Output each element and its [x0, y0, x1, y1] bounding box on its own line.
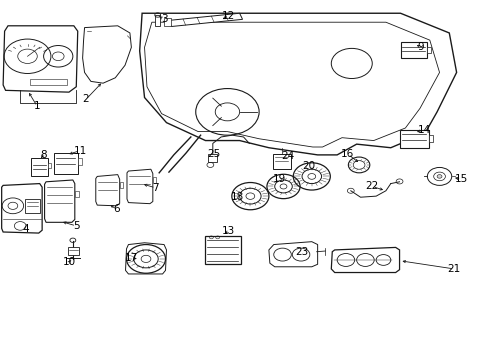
Text: 3: 3	[161, 14, 167, 24]
FancyBboxPatch shape	[399, 130, 428, 148]
FancyBboxPatch shape	[400, 42, 427, 58]
Text: 15: 15	[454, 174, 467, 184]
FancyBboxPatch shape	[75, 191, 79, 197]
Text: 7: 7	[152, 183, 159, 193]
Text: 16: 16	[341, 149, 354, 159]
Polygon shape	[96, 175, 120, 206]
Text: 8: 8	[40, 150, 46, 160]
Circle shape	[436, 175, 441, 178]
Polygon shape	[144, 22, 439, 147]
FancyBboxPatch shape	[207, 154, 216, 162]
Text: 9: 9	[417, 42, 424, 52]
FancyBboxPatch shape	[68, 247, 79, 255]
Polygon shape	[168, 13, 242, 27]
Polygon shape	[140, 13, 456, 155]
Text: 10: 10	[62, 257, 75, 267]
Text: 4: 4	[22, 225, 29, 234]
Polygon shape	[82, 26, 131, 83]
Text: 22: 22	[365, 181, 378, 192]
FancyBboxPatch shape	[30, 79, 66, 85]
FancyBboxPatch shape	[427, 46, 430, 53]
Text: 2: 2	[82, 94, 89, 104]
FancyBboxPatch shape	[205, 235, 240, 264]
Polygon shape	[1, 184, 42, 233]
Text: 17: 17	[124, 253, 138, 263]
FancyBboxPatch shape	[48, 163, 51, 168]
FancyBboxPatch shape	[272, 154, 291, 169]
FancyBboxPatch shape	[31, 158, 48, 176]
Text: 23: 23	[295, 247, 308, 257]
Polygon shape	[3, 26, 78, 92]
FancyBboxPatch shape	[163, 18, 171, 26]
Text: 12: 12	[222, 11, 235, 21]
Text: 1: 1	[34, 102, 41, 112]
Text: 20: 20	[302, 161, 315, 171]
Text: 5: 5	[73, 221, 80, 231]
Text: 13: 13	[222, 226, 235, 236]
Text: 24: 24	[280, 150, 293, 161]
Text: 11: 11	[73, 145, 87, 156]
Text: 6: 6	[113, 204, 120, 215]
Text: 14: 14	[417, 125, 430, 135]
Polygon shape	[268, 242, 317, 267]
FancyBboxPatch shape	[54, 153, 78, 174]
Polygon shape	[44, 180, 75, 222]
FancyBboxPatch shape	[120, 182, 123, 188]
Polygon shape	[330, 247, 399, 273]
Text: 19: 19	[272, 174, 285, 184]
FancyBboxPatch shape	[78, 158, 81, 165]
FancyBboxPatch shape	[428, 135, 432, 141]
FancyBboxPatch shape	[155, 15, 160, 26]
Text: 25: 25	[207, 149, 220, 159]
Polygon shape	[127, 169, 153, 204]
Text: 21: 21	[447, 264, 460, 274]
FancyBboxPatch shape	[25, 199, 40, 213]
FancyBboxPatch shape	[153, 177, 156, 183]
Text: 18: 18	[230, 192, 244, 202]
